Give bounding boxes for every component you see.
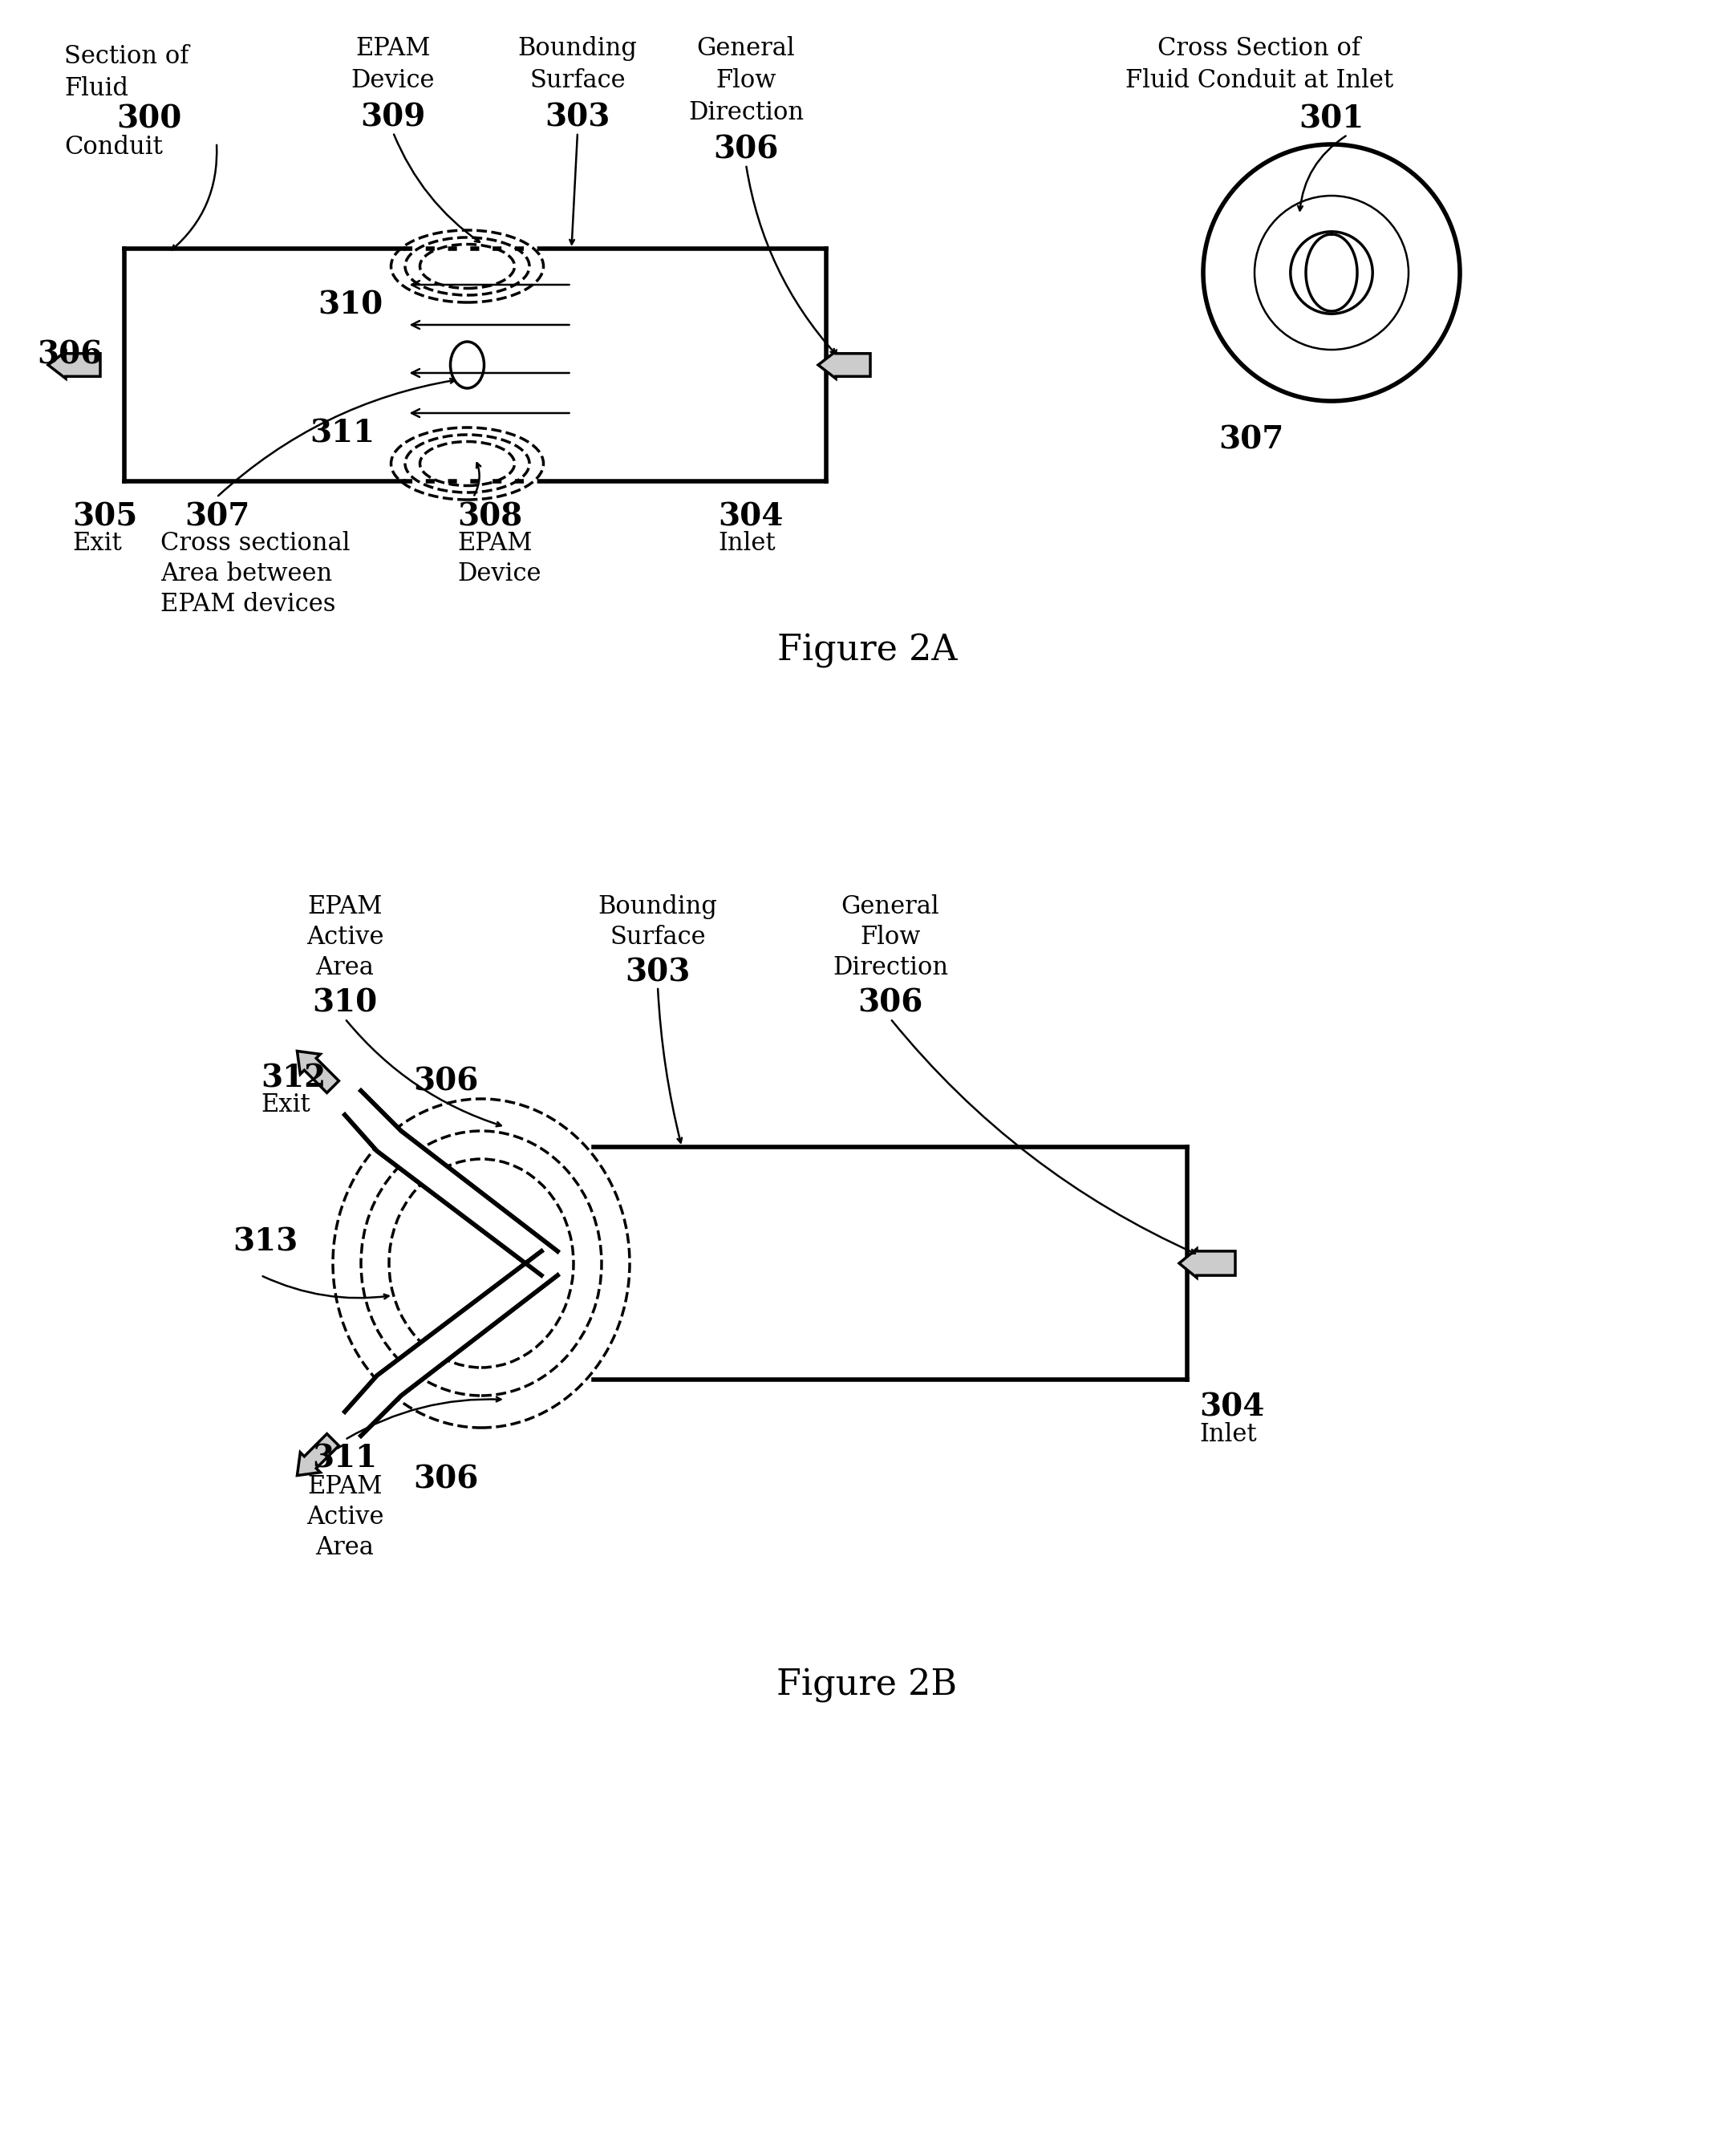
Text: Direction: Direction [833,955,947,981]
Polygon shape [1180,1248,1235,1279]
Text: 304: 304 [1199,1391,1265,1423]
Text: 307: 307 [184,502,250,533]
Text: EPAM devices: EPAM devices [160,593,335,617]
Polygon shape [345,1091,557,1276]
Text: 306: 306 [713,134,779,166]
Text: 307: 307 [1218,425,1284,455]
Polygon shape [819,351,871,379]
Text: Area: Area [316,1535,375,1561]
Polygon shape [1306,235,1357,310]
Text: 311: 311 [312,1445,378,1475]
Text: Cross Section of: Cross Section of [1157,37,1360,60]
Text: 312: 312 [260,1063,326,1093]
Text: Figure 2A: Figure 2A [777,634,958,668]
Text: 303: 303 [625,957,691,987]
Text: EPAM: EPAM [458,530,533,556]
Text: 308: 308 [458,502,522,533]
Text: Area between: Area between [160,561,333,586]
Polygon shape [297,1434,338,1475]
Text: Exit: Exit [73,530,121,556]
Text: Figure 2B: Figure 2B [777,1669,958,1703]
Text: 306: 306 [857,987,923,1018]
Text: 309: 309 [361,103,425,134]
Text: General: General [697,37,795,60]
Text: Cross sectional: Cross sectional [160,530,350,556]
Text: 311: 311 [311,418,375,448]
Text: Fluid: Fluid [64,75,128,101]
Text: Active: Active [305,1505,383,1529]
Polygon shape [297,1052,338,1093]
Text: Section of: Section of [64,43,189,69]
Text: 300: 300 [116,103,182,134]
Text: 313: 313 [232,1227,298,1257]
Text: Device: Device [350,69,435,93]
Text: Surface: Surface [529,69,626,93]
Text: 303: 303 [545,103,611,134]
Text: Flow: Flow [717,69,776,93]
Text: Area: Area [316,955,375,981]
Text: Flow: Flow [861,925,921,949]
Text: Fluid Conduit at Inlet: Fluid Conduit at Inlet [1126,69,1393,93]
Text: 306: 306 [413,1464,479,1494]
Text: Conduit: Conduit [64,134,163,160]
Text: 306: 306 [413,1067,479,1097]
Text: 310: 310 [312,987,378,1018]
Text: Inlet: Inlet [1199,1423,1256,1447]
Text: 306: 306 [38,341,102,371]
Text: 305: 305 [73,502,137,533]
Text: 304: 304 [718,502,782,533]
Polygon shape [49,351,101,379]
Text: Bounding: Bounding [517,37,637,60]
Text: EPAM: EPAM [307,895,382,918]
Text: 310: 310 [318,289,383,319]
Text: Surface: Surface [609,925,706,949]
Text: Device: Device [458,561,541,586]
Text: EPAM: EPAM [307,1475,382,1498]
Text: 301: 301 [1300,103,1364,134]
Text: Bounding: Bounding [599,895,718,918]
Text: Inlet: Inlet [718,530,776,556]
Text: General: General [841,895,940,918]
Text: EPAM: EPAM [356,37,430,60]
Text: Direction: Direction [689,101,803,125]
Text: Exit: Exit [260,1093,311,1117]
Text: Active: Active [305,925,383,949]
Polygon shape [345,1250,557,1436]
